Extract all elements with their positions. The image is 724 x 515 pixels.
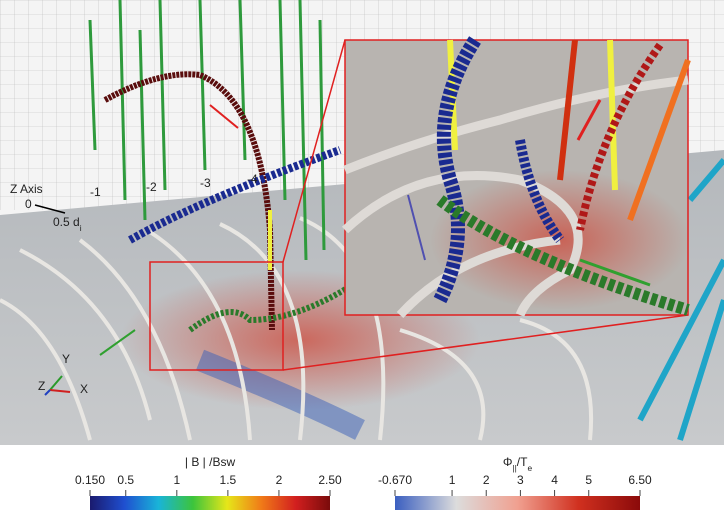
- colorbar-tick-label: 2.50: [318, 473, 342, 487]
- scale-label: 0.5 di: [53, 215, 82, 233]
- axis-tick-label: -3: [200, 176, 211, 190]
- colorbar-tick-label: 0.150: [75, 473, 105, 487]
- colorbar-tick-label: -0.670: [378, 473, 412, 487]
- text-part: /T: [517, 455, 528, 469]
- colorbar-tick-label: 5: [585, 473, 592, 487]
- text-part: 0.5 d: [53, 215, 80, 229]
- colorbar-tick-label: 1.5: [220, 473, 237, 487]
- colorbar-title: Φ||/Te: [503, 455, 533, 473]
- colorbar-tick-label: 2: [276, 473, 283, 487]
- axis-tick-label: 0: [25, 197, 32, 211]
- orient-label: X: [80, 382, 88, 396]
- orient-label: Y: [62, 352, 70, 366]
- scene: [0, 0, 724, 445]
- colorbar-tick-label: 1: [173, 473, 180, 487]
- colorbar-tick-label: 1: [449, 473, 456, 487]
- colorbar: [90, 496, 330, 510]
- text-part: i: [80, 223, 82, 233]
- axis-title: Z Axis: [10, 182, 43, 196]
- orient-label: Z: [38, 379, 45, 393]
- text-part: Φ: [503, 455, 513, 469]
- colorbar-title: | B | /Bsw: [185, 455, 236, 469]
- colorbar-tick-label: 2: [483, 473, 490, 487]
- colorbar-tick-label: 3: [517, 473, 524, 487]
- colorbar: [395, 496, 640, 510]
- axis-tick-label: -1: [90, 185, 101, 199]
- text-part: ||: [512, 463, 516, 473]
- text-part: e: [527, 463, 532, 473]
- text-part: | B | /Bsw: [185, 455, 236, 469]
- axis-tick-label: -4: [247, 172, 258, 186]
- colorbar-tick-label: 6.50: [628, 473, 652, 487]
- colorbar-tick-label: 4: [551, 473, 558, 487]
- axis-tick-label: -2: [146, 180, 157, 194]
- colorbar-tick-label: 0.5: [117, 473, 134, 487]
